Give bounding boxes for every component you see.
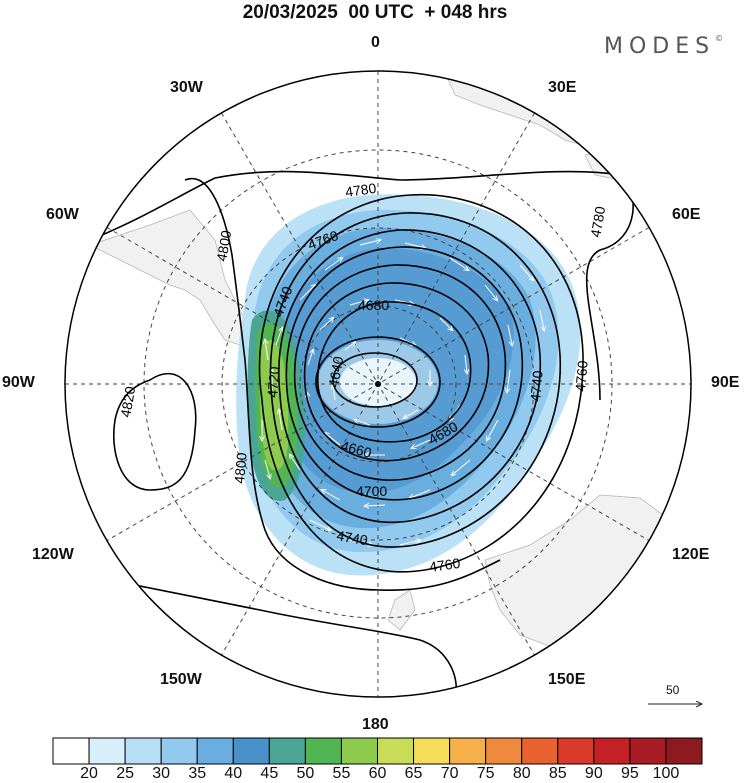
contour-label: 4660 bbox=[339, 437, 373, 461]
colorbar-swatch bbox=[232, 737, 270, 765]
colorbar-tick-label: 30 bbox=[152, 765, 171, 782]
wind-speed-shading bbox=[236, 194, 581, 576]
colorbar-tick-label: 80 bbox=[512, 765, 531, 782]
contour-label: 4780 bbox=[587, 205, 608, 239]
contour-label: 4760 bbox=[428, 555, 461, 575]
colorbar-swatch bbox=[88, 737, 126, 765]
lon-label-right-lower: 120E bbox=[672, 546, 710, 563]
lon-label-bottom: 180 bbox=[362, 716, 389, 733]
lon-label-left: 90W bbox=[2, 374, 35, 391]
lon-label-left-upper: 60W bbox=[46, 206, 79, 223]
colorbar-tick-label: 60 bbox=[368, 765, 387, 782]
colorbar-tick-label: 55 bbox=[332, 765, 351, 782]
lon-label-top-right: 30E bbox=[548, 79, 577, 96]
colorbar-swatch bbox=[377, 737, 415, 765]
map-boundary bbox=[64, 70, 692, 698]
colorbar-tick-label: 45 bbox=[260, 765, 279, 782]
map-title: 20/03/2025 00 UTC + 048 hrs bbox=[242, 2, 508, 23]
colorbar-swatch bbox=[485, 737, 523, 765]
colorbar-tick-label: 95 bbox=[620, 765, 639, 782]
colorbar-swatch bbox=[629, 737, 667, 765]
colorbar-tick-label: 25 bbox=[116, 765, 135, 782]
contour-label: 4800 bbox=[231, 452, 250, 485]
colorbar-tick-label: 70 bbox=[440, 765, 459, 782]
brand-logo: MODES© bbox=[604, 34, 723, 59]
colorbar bbox=[52, 737, 703, 765]
colorbar-tick-label: 65 bbox=[404, 765, 423, 782]
colorbar-tick-label: 40 bbox=[224, 765, 243, 782]
reference-vector-label: 50 bbox=[666, 683, 680, 697]
colorbar-swatch bbox=[196, 737, 234, 765]
contour-label: 4700 bbox=[356, 483, 387, 499]
lon-label-top: 0 bbox=[371, 34, 380, 51]
colorbar-swatch bbox=[557, 737, 595, 765]
brand-mark: © bbox=[715, 34, 724, 43]
colorbar-tick-label: 90 bbox=[584, 765, 603, 782]
colorbar-swatch bbox=[268, 737, 306, 765]
colorbar-tick-label: 20 bbox=[80, 765, 98, 782]
contour-label: 4820 bbox=[117, 385, 138, 419]
colorbar-tick-label: 85 bbox=[548, 765, 567, 782]
colorbar-swatch bbox=[124, 737, 162, 765]
colorbar-tick-label: 75 bbox=[476, 765, 495, 782]
contour-label: 4780 bbox=[344, 180, 377, 200]
lon-label-right: 90E bbox=[711, 374, 740, 391]
lon-label-top-left: 30W bbox=[170, 79, 203, 96]
brand-name: MODES bbox=[604, 34, 716, 59]
colorbar-tick-label: 50 bbox=[296, 765, 315, 782]
lon-label-bottom-left: 150W bbox=[160, 671, 202, 688]
lon-label-bottom-right: 150E bbox=[548, 671, 586, 688]
contour-label: 4800 bbox=[213, 229, 234, 263]
lon-label-right-upper: 60E bbox=[672, 206, 701, 223]
contour-label: 4720 bbox=[264, 366, 283, 399]
colorbar-swatch bbox=[52, 737, 90, 765]
colorbar-swatch bbox=[304, 737, 342, 765]
colorbar-swatch bbox=[449, 737, 487, 765]
contour-label: 4680 bbox=[358, 297, 389, 313]
colorbar-swatch bbox=[665, 737, 703, 765]
contour-label: 4740 bbox=[335, 527, 369, 548]
lon-label-left-lower: 120W bbox=[32, 546, 74, 563]
polar-map: 4780 4760 4740 4680 4640 4720 4660 4700 … bbox=[64, 70, 750, 735]
colorbar-swatch bbox=[413, 737, 451, 765]
contour-label: 4640 bbox=[325, 355, 346, 389]
height-contours bbox=[89, 170, 634, 697]
colorbar-tick-label: 35 bbox=[188, 765, 207, 782]
contour-label: 4740 bbox=[527, 370, 546, 403]
colorbar-tick-label: 100 bbox=[652, 765, 680, 782]
colorbar-swatch bbox=[160, 737, 198, 765]
colorbar-swatch bbox=[593, 737, 631, 765]
colorbar-swatch bbox=[521, 737, 559, 765]
contour-label: 4760 bbox=[572, 360, 591, 393]
colorbar-swatch bbox=[340, 737, 379, 765]
